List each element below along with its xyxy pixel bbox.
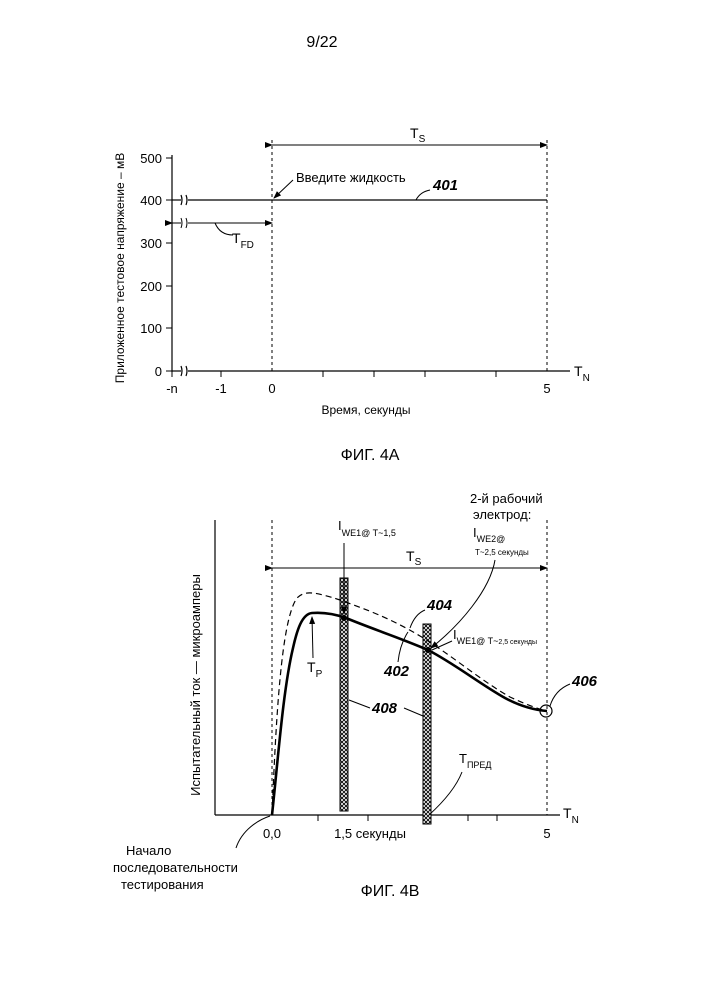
fig-b-iwe2-label: IWE2@ <box>473 525 505 544</box>
fig-a-y-axis-label: Приложенное тестовое напряжение – мВ <box>113 153 127 383</box>
fig-b-axis-end-label: TN <box>563 805 579 826</box>
fig-a-ytick-0: 0 <box>155 364 162 379</box>
fig-b-iwe2-leader <box>430 559 496 649</box>
fig-a-ref-401: 401 <box>432 177 458 194</box>
fig-b-xtick-0: 0,0 <box>263 826 281 841</box>
fig-a-xtick-5: 5 <box>543 381 550 396</box>
fig-b-second-electrode-line1: 2-й рабочий <box>470 491 543 506</box>
fig-a-ytick-300: 300 <box>140 236 162 251</box>
fig-b-iwe2-time: T~2,5 секунды <box>475 548 529 557</box>
fig-b-iwe1-15-label: IWE1@ T~1,5 <box>338 518 396 538</box>
fig-a-x-axis-label: Время, секунды <box>321 403 410 417</box>
fig-b-tp-label: TP <box>307 659 323 680</box>
fig-b-ref-402: 402 <box>383 663 410 680</box>
fig-b-ref-406-leader <box>549 683 571 707</box>
fig-a-voltage-line-401 <box>172 194 547 206</box>
fig-b-point-2-5s <box>425 647 431 653</box>
fig-a-ytick-400: 400 <box>140 193 162 208</box>
fig-a-y-ticks <box>166 157 172 372</box>
fig-b-ref-406: 406 <box>571 673 598 690</box>
fig-a-ts-label: TS <box>410 125 426 145</box>
fig-b-point-406 <box>539 704 553 718</box>
fig-b-ref-404-leader <box>409 609 426 629</box>
fig-b-tpred-leader <box>428 771 463 816</box>
fig-b-start-line2: последовательности <box>113 860 238 875</box>
fig-a-caption: ФИГ. 4А <box>341 447 400 464</box>
fig-a-axis-end-label: TN <box>574 363 590 384</box>
fig-b-x-ticks <box>317 815 498 821</box>
fig-b-xtick-5: 5 <box>543 826 550 841</box>
fig-b-second-electrode-line2: электрод: <box>473 507 531 522</box>
fig-b-tp-leader <box>309 616 316 659</box>
fig-a-xtick-n: -n <box>166 381 178 396</box>
figure-4a: Приложенное тестовое напряжение – мВ 500… <box>113 125 590 464</box>
fig-b-ref-402-leader <box>397 631 409 663</box>
fig-b-caption: ФИГ. 4В <box>361 883 420 900</box>
fig-b-tpred-label: TПРЕД <box>459 751 492 770</box>
fig-b-iwe1-25-label: IWE1@ T~2,5 секунды <box>453 627 537 646</box>
fig-a-tfd-arrows <box>165 217 273 236</box>
fig-b-curve-404 <box>271 592 548 816</box>
fig-b-point-1-5s <box>341 615 347 621</box>
fig-a-xtick-0: 0 <box>268 381 275 396</box>
fig-b-start-line1: Начало <box>126 843 171 858</box>
fig-b-start-leader <box>235 815 271 849</box>
fig-b-ref-408: 408 <box>371 700 398 717</box>
fig-b-y-axis-label: Испытательный ток — микроамперы <box>188 574 203 796</box>
fig-b-ref-404: 404 <box>426 597 453 614</box>
fig-a-tfd-label: TFD <box>232 230 254 251</box>
fig-b-ts-label: TS <box>406 548 422 568</box>
figure-4b: Испытательный ток — микроамперы TN 0,0 1… <box>113 491 598 900</box>
fig-b-iwe1-25-leader <box>431 640 453 651</box>
fig-a-x-ticks <box>171 371 497 377</box>
fig-a-liquid-leader <box>273 179 294 199</box>
fig-a-ytick-100: 100 <box>140 321 162 336</box>
fig-a-ref-401-leader <box>415 189 431 201</box>
fig-a-ytick-200: 200 <box>140 279 162 294</box>
fig-b-sample-bar-2-5s <box>422 623 432 825</box>
fig-a-xtick-minus1: -1 <box>215 381 227 396</box>
fig-b-start-line3: тестирования <box>121 877 204 892</box>
page-number: 9/22 <box>306 34 337 51</box>
fig-b-ref-408-leader-left <box>348 699 371 709</box>
fig-b-xtick-1-5: 1,5 секунды <box>334 826 406 841</box>
fig-a-x-axis <box>172 365 570 377</box>
fig-a-annotation-liquid: Введите жидкость <box>296 170 406 185</box>
fig-b-ref-408-leader-right <box>403 707 424 717</box>
fig-a-ytick-500: 500 <box>140 151 162 166</box>
